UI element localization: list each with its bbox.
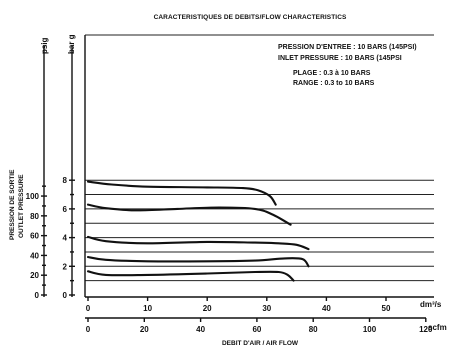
scfm-tick-label: 20: [140, 325, 149, 334]
dm3s-tick-label: 50: [382, 304, 391, 313]
scfm-tick-label: 60: [252, 325, 261, 334]
flow-curve-4: [86, 255, 310, 268]
y-axis-title-line-1: PRESSION DE SORTIE: [9, 169, 16, 240]
x-unit-dm3s: dm³/s: [420, 300, 442, 309]
dm3s-tick-label: 20: [203, 304, 212, 313]
scfm-tick-label: 40: [196, 325, 205, 334]
barg-tick-label: 0: [63, 291, 68, 300]
scfm-tick-label: 100: [363, 325, 377, 334]
barg-tick-label: 8: [63, 176, 68, 185]
note-range-en: RANGE : 0.3 to 10 BARS: [293, 80, 375, 87]
psig-tick-label: 0: [35, 291, 40, 300]
scfm-tick-label: 0: [86, 325, 91, 334]
note-inlet-pressure-fr: PRESSION D'ENTREE : 10 BARS (145PSI): [278, 44, 417, 51]
flow-curves: [86, 180, 310, 282]
y-axis-title-line-2: OUTLET PRESSURE: [18, 174, 25, 238]
barg-tick-label: 6: [63, 205, 68, 214]
barg-tick-label: 2: [63, 262, 68, 271]
flow-curve-1: [86, 180, 277, 206]
gridlines: [85, 34, 434, 282]
x-axis-title: DEBIT D'AIR / AIR FLOW: [222, 340, 299, 347]
dm3s-tick-label: 10: [143, 304, 152, 313]
note-range-fr: PLAGE : 0.3 à 10 BARS: [293, 70, 371, 77]
psig-tick-label: 60: [30, 232, 39, 241]
axes: [41, 35, 434, 322]
psig-tick-label: 20: [30, 271, 39, 280]
flow-curve-5: [86, 270, 295, 282]
chart-title: CARACTERISTIQUES DE DEBITS/FLOW CHARACTE…: [154, 14, 347, 21]
note-inlet-pressure-en: INLET PRESSURE : 10 BARS (145PSI: [278, 55, 402, 62]
barg-tick-label: 4: [63, 234, 68, 243]
dm3s-tick-label: 40: [322, 304, 331, 313]
scfm-tick-label: 120: [419, 325, 433, 334]
flow-curve-3: [86, 235, 310, 251]
barg-unit-label: bar g: [67, 34, 76, 54]
psig-tick-label: 40: [30, 251, 39, 260]
psig-tick-label: 100: [26, 192, 40, 201]
dm3s-tick-label: 0: [86, 304, 91, 313]
dm3s-tick-label: 30: [262, 304, 271, 313]
psig-tick-label: 80: [30, 212, 39, 221]
flow-curve-2: [86, 203, 292, 226]
x-unit-scfm: scfm: [428, 323, 447, 332]
scfm-tick-label: 80: [309, 325, 318, 334]
